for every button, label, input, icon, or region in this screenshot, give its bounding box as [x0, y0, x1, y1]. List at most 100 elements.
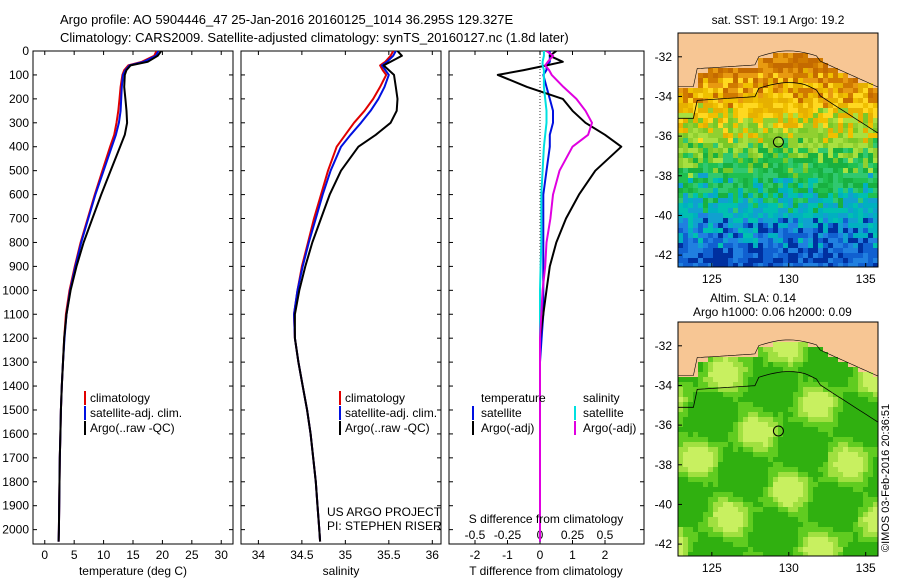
map-cell: [733, 98, 738, 103]
map-cell: [828, 527, 833, 532]
map-cell: [688, 58, 693, 63]
map-cell: [803, 48, 808, 53]
map-cell: [793, 233, 798, 238]
map-cell: [838, 507, 843, 512]
map-cell: [793, 173, 798, 178]
map-cell: [843, 178, 848, 183]
map-cell: [853, 248, 858, 253]
map-cell: [723, 73, 728, 78]
map-cell: [753, 218, 758, 223]
map-cell: [843, 43, 848, 48]
map-cell: [713, 507, 718, 512]
map-cell: [828, 477, 833, 482]
map-cell: [763, 482, 768, 487]
map-cell: [743, 263, 748, 267]
map-cell: [683, 517, 688, 522]
map-cell: [728, 502, 733, 507]
map-cell: [683, 452, 688, 457]
map-cell: [868, 223, 873, 228]
map-cell: [783, 482, 788, 487]
map-cell: [818, 547, 823, 552]
map-cell: [763, 507, 768, 512]
map-cell: [798, 482, 803, 487]
map-cell: [738, 58, 743, 63]
map-cell: [793, 402, 798, 407]
map-cell: [823, 492, 828, 497]
map-cell: [733, 472, 738, 477]
map-cell: [863, 417, 868, 422]
map-cell: [738, 68, 743, 73]
map-cell: [738, 342, 743, 347]
map-cell: [758, 512, 763, 517]
map-cell: [733, 382, 738, 387]
map-cell: [848, 492, 853, 497]
map-cell: [768, 492, 773, 497]
map-cell: [843, 382, 848, 387]
map-cell: [803, 98, 808, 103]
map-cell: [678, 103, 683, 108]
map-cell: [833, 337, 838, 342]
map-cell: [843, 487, 848, 492]
map-cell: [728, 457, 733, 462]
map-cell: [833, 512, 838, 517]
map-cell: [873, 178, 878, 183]
map-cell: [748, 98, 753, 103]
map-cell: [688, 392, 693, 397]
map-cell: [708, 88, 713, 93]
map-cell: [678, 417, 683, 422]
map-cell: [773, 397, 778, 402]
map-cell: [718, 362, 723, 367]
map-cell: [783, 402, 788, 407]
map-cell: [718, 153, 723, 158]
map-cell: [773, 387, 778, 392]
map-cell: [843, 238, 848, 243]
map-cell: [683, 258, 688, 263]
map-cell: [698, 367, 703, 372]
map-cell: [838, 258, 843, 263]
map-cell: [798, 213, 803, 218]
map-cell: [783, 472, 788, 477]
map-cell: [858, 153, 863, 158]
map-cell: [873, 73, 878, 78]
map-cell: [838, 367, 843, 372]
map-cell: [863, 422, 868, 427]
map-cell: [803, 148, 808, 153]
map-cell: [768, 447, 773, 452]
map-cell: [818, 203, 823, 208]
map-cell: [683, 248, 688, 253]
map-cell: [703, 98, 708, 103]
map-cell: [733, 78, 738, 83]
map-cell: [728, 417, 733, 422]
map-cell: [838, 457, 843, 462]
map-cell: [763, 547, 768, 552]
map-cell: [853, 347, 858, 352]
map-cell: [753, 387, 758, 392]
map-cell: [713, 223, 718, 228]
map-cell: [818, 532, 823, 537]
map-cell: [703, 223, 708, 228]
map-cell: [798, 188, 803, 193]
map-cell: [763, 158, 768, 163]
map-cell: [738, 537, 743, 542]
map-cell: [778, 482, 783, 487]
map-cell: [803, 527, 808, 532]
map-cell: [798, 457, 803, 462]
map-cell: [813, 198, 818, 203]
map-cell: [813, 78, 818, 83]
map-cell: [848, 407, 853, 412]
map-cell: [753, 447, 758, 452]
map-cell: [743, 507, 748, 512]
map-cell: [808, 467, 813, 472]
map-cell: [813, 547, 818, 552]
map-cell: [688, 517, 693, 522]
map-cell: [828, 258, 833, 263]
map-cell: [813, 213, 818, 218]
map-cell: [858, 472, 863, 477]
map-cell: [718, 427, 723, 432]
map-cell: [828, 552, 833, 556]
map-cell: [858, 477, 863, 482]
map-cell: [723, 472, 728, 477]
map-cell: [833, 522, 838, 527]
map-cell: [753, 248, 758, 253]
map-cell: [758, 527, 763, 532]
